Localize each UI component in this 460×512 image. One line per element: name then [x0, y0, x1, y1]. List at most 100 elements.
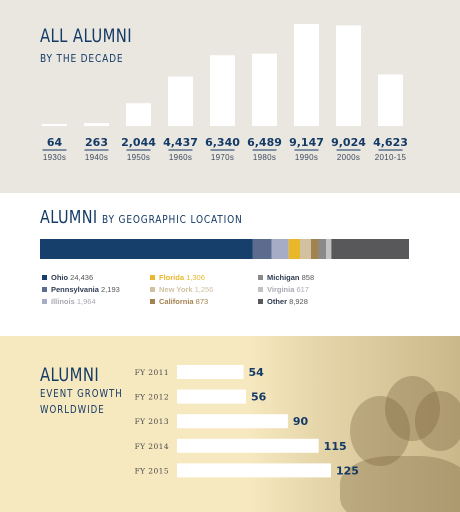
decade-bar-chart: 64 1930s 263 1940s 2,044 1950s 4,437 1960s 6,340…: [42, 24, 408, 162]
decade-category-label: 1960s: [169, 153, 192, 162]
legend-value: 8,928: [287, 297, 308, 306]
event-value-label: 56: [251, 391, 267, 404]
events-subtitle-line-2: WORLDWIDE: [40, 404, 105, 416]
event-value-label: 125: [336, 464, 359, 477]
geo-title-main: ALUMNI: [40, 207, 98, 228]
geo-legend-item: California 873: [150, 297, 208, 306]
decade-value-label: 4,623: [373, 136, 408, 149]
geo-segment-virginia: [325, 239, 332, 259]
geo-segment-ohio: [40, 239, 253, 259]
legend-value: 1,964: [74, 297, 96, 306]
decade-bar: [168, 76, 193, 126]
decade-bar: [42, 124, 67, 126]
event-bar: [177, 365, 244, 379]
legend-swatch: [258, 298, 263, 304]
decade-category-label: 2010-15: [375, 153, 407, 162]
geo-stacked-bar: [40, 239, 409, 259]
decade-bar: [126, 103, 151, 126]
geo-segment-new-york: [300, 239, 311, 259]
legend-swatch: [42, 274, 47, 280]
legend-name: Michigan: [267, 273, 300, 282]
geo-segment-illinois: [271, 239, 289, 259]
decade-value-label: 2,044: [121, 136, 156, 149]
legend-swatch: [42, 298, 47, 304]
events-subtitle-line-1: EVENT GROWTH: [40, 388, 123, 400]
geo-title-sub: BY GEOGRAPHIC LOCATION: [102, 213, 243, 226]
events-title: ALUMNI: [40, 364, 100, 386]
decade-title: ALL ALUMNI: [40, 25, 133, 47]
geo-legend-item: Illinois 1,964: [42, 297, 96, 306]
geo-legend-item: Virginia 617: [258, 285, 309, 294]
legend-name: Other: [267, 297, 288, 306]
decade-value-label: 263: [85, 136, 108, 149]
event-bar: [177, 463, 331, 478]
legend-name: Virginia: [267, 285, 295, 294]
legend-name: Illinois: [51, 297, 75, 306]
decade-value-label: 4,437: [163, 136, 198, 149]
geo-legend-item: Pennsylvania 2,193: [42, 285, 120, 294]
decade-bar: [378, 74, 403, 126]
decade-value-label: 9,024: [331, 136, 366, 149]
legend-swatch: [150, 298, 155, 304]
legend-swatch: [42, 286, 47, 292]
legend-name: New York: [159, 285, 193, 294]
legend-name: California: [159, 297, 194, 306]
decade-value-label: 6,489: [247, 136, 282, 149]
geo-legend-item: New York 1,256: [150, 285, 213, 294]
decade-bar: [336, 25, 361, 126]
event-bar: [177, 414, 288, 429]
events-bar-chart: FY 2011 54 FY 2012 56 FY 2013 90 FY 2014 115 FY …: [135, 365, 359, 478]
event-year-label: FY 2015: [135, 466, 169, 475]
decade-category-label: 1990s: [295, 153, 318, 162]
decade-category-label: 1940s: [85, 153, 108, 162]
decade-category-label: 1930s: [43, 153, 66, 162]
decade-value-label: 64: [47, 136, 63, 149]
geo-legend-item: Other 8,928: [258, 297, 308, 306]
decade-category-label: 1980s: [253, 153, 276, 162]
legend-value: 873: [193, 297, 209, 306]
legend-value: 1,256: [192, 285, 214, 294]
legend-value: 2,193: [98, 285, 120, 294]
event-value-label: 90: [293, 415, 309, 428]
event-year-label: FY 2011: [135, 368, 169, 377]
geo-segment-michigan: [318, 239, 326, 259]
legend-value: 24,436: [68, 273, 94, 282]
decade-bar: [210, 55, 235, 127]
decade-subtitle: BY THE DECADE: [40, 52, 124, 65]
geo-section: ALUMNI BY GEOGRAPHIC LOCATION Ohio 24,43…: [0, 193, 460, 336]
event-value-label: 115: [324, 440, 347, 453]
geo-legend-item: Michigan 858: [258, 273, 314, 282]
decade-section: ALL ALUMNI BY THE DECADE 64 1930s 263 1940s…: [0, 0, 460, 193]
legend-swatch: [258, 286, 263, 292]
legend-swatch: [150, 286, 155, 292]
geo-segment-other: [331, 239, 409, 259]
event-year-label: FY 2013: [135, 417, 169, 426]
legend-name: Ohio: [51, 273, 69, 282]
legend-value: 617: [294, 285, 309, 294]
geo-segment-florida: [288, 239, 301, 259]
legend-value: 1,306: [184, 273, 205, 282]
geo-segment-california: [310, 239, 319, 259]
decade-value-label: 9,147: [289, 136, 324, 149]
legend-name: Florida: [159, 273, 185, 282]
decade-category-label: 1970s: [211, 153, 234, 162]
legend-value: 858: [299, 273, 315, 282]
event-value-label: 54: [249, 366, 265, 379]
decade-bar: [84, 123, 109, 126]
event-bar: [177, 438, 319, 453]
event-bar: [177, 389, 246, 404]
alumni-group-photo: [250, 336, 460, 512]
geo-title: ALUMNI BY GEOGRAPHIC LOCATION: [40, 207, 274, 228]
decade-category-label: 1950s: [127, 153, 150, 162]
decade-category-label: 2000s: [337, 153, 360, 162]
geo-segment-pennsylvania: [252, 239, 272, 259]
decade-bar: [252, 53, 277, 127]
event-year-label: FY 2012: [135, 393, 169, 402]
legend-swatch: [150, 274, 155, 280]
decade-value-label: 6,340: [205, 136, 240, 149]
geo-legend-item: Ohio 24,436: [42, 273, 93, 282]
decade-bar: [294, 24, 319, 126]
legend-swatch: [258, 274, 263, 280]
legend-name: Pennsylvania: [51, 285, 99, 294]
